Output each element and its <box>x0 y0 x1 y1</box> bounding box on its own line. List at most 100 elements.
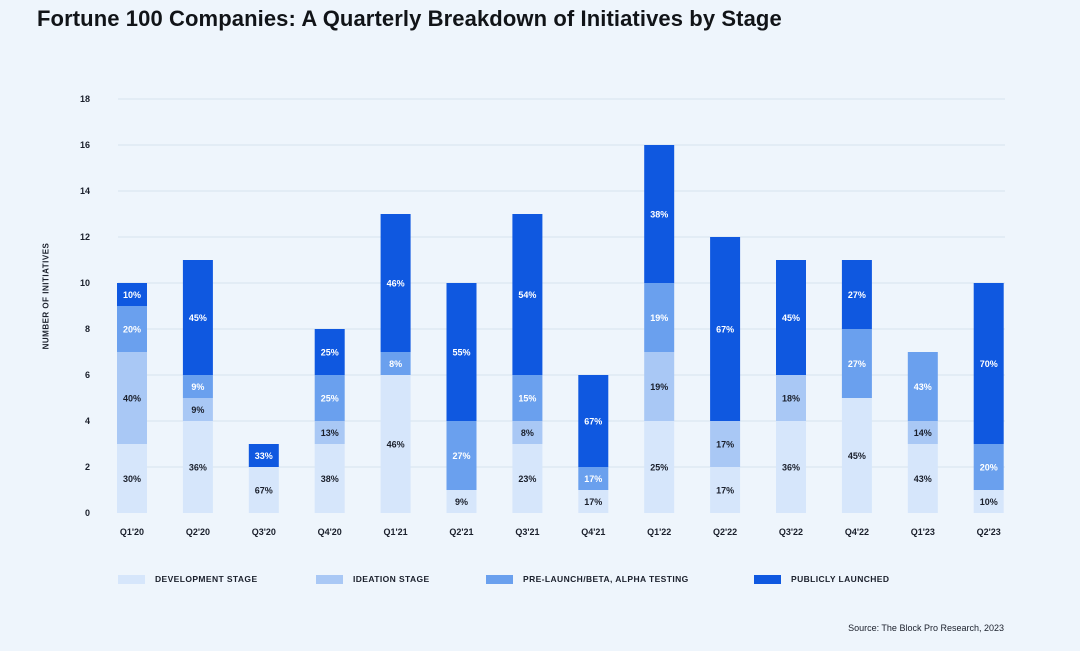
bar-segment <box>710 467 741 513</box>
bar-segment <box>973 444 1004 490</box>
bar-segment <box>578 490 609 513</box>
bar-segment <box>182 421 213 513</box>
y-tick-label: 12 <box>80 232 90 242</box>
stacked-bar-chart: 0 2 4 6 8 10 12 14 16 18 30% 40% 20% 10% Q1'20 36% 9% 9% 4… <box>80 94 1005 537</box>
data-label: 25% <box>321 348 339 358</box>
bar-segment <box>710 421 741 467</box>
data-label: 33% <box>255 451 273 461</box>
data-label: 20% <box>123 325 141 335</box>
data-label: 67% <box>255 486 273 496</box>
bar-segment <box>578 467 609 490</box>
x-tick-label: Q2'23 <box>977 527 1001 537</box>
data-label: 19% <box>650 313 668 323</box>
x-tick-label: Q2'20 <box>186 527 210 537</box>
bar-segment <box>117 444 147 513</box>
legend-swatch-development <box>118 574 145 584</box>
bar-segment <box>446 421 477 490</box>
data-label: 17% <box>584 474 602 484</box>
legend-swatch-launched <box>754 574 781 584</box>
bar-segment <box>841 398 872 513</box>
bar-segment <box>512 214 543 375</box>
data-label: 27% <box>452 451 470 461</box>
data-label: 17% <box>716 440 734 450</box>
y-tick-label: 2 <box>85 462 90 472</box>
bar-segment <box>314 421 345 444</box>
data-label: 15% <box>518 394 536 404</box>
bar-segment <box>907 352 938 421</box>
bar-segment <box>182 375 213 398</box>
data-label: 19% <box>650 382 668 392</box>
data-label: 54% <box>518 290 536 300</box>
bar-segment <box>776 421 806 513</box>
bar-segment <box>248 467 279 513</box>
y-tick-label: 10 <box>80 278 90 288</box>
chart-title: Fortune 100 Companies: A Quarterly Break… <box>37 6 782 31</box>
legend-label-ideation: IDEATION STAGE <box>353 574 430 584</box>
legend-label-prelaunch: PRE-LAUNCH/BETA, ALPHA TESTING <box>523 574 689 584</box>
data-label: 17% <box>584 497 602 507</box>
data-label: 36% <box>189 463 207 473</box>
bar-segment <box>973 490 1004 513</box>
data-label: 9% <box>455 497 468 507</box>
legend-item-prelaunch: PRE-LAUNCH/BETA, ALPHA TESTING <box>486 574 689 584</box>
bar-segment <box>841 260 872 329</box>
bar-segment <box>644 283 675 352</box>
legend-swatch-prelaunch <box>486 574 513 584</box>
data-label: 9% <box>191 405 204 415</box>
x-tick-label: Q3'20 <box>252 527 276 537</box>
bar-segment <box>644 145 675 283</box>
bar-segment <box>973 283 1004 444</box>
bar-segment <box>380 214 411 352</box>
data-label: 23% <box>518 474 536 484</box>
x-tick-label: Q1'21 <box>384 527 408 537</box>
data-label: 30% <box>123 474 141 484</box>
data-label: 67% <box>584 417 602 427</box>
data-label: 13% <box>321 428 339 438</box>
bar-segment <box>644 421 675 513</box>
bar-segment <box>776 260 806 375</box>
x-tick-label: Q3'21 <box>515 527 539 537</box>
data-label: 67% <box>716 325 734 335</box>
data-label: 27% <box>848 359 866 369</box>
bar-segment <box>710 237 741 421</box>
legend-item-development: DEVELOPMENT STAGE <box>118 574 258 584</box>
data-label: 43% <box>914 382 932 392</box>
legend: DEVELOPMENT STAGE IDEATION STAGE PRE-LAU… <box>0 574 1080 588</box>
bar-segment <box>446 490 477 513</box>
bar-segment <box>314 375 345 421</box>
bar-segment <box>117 306 147 352</box>
bar-segment <box>578 375 609 467</box>
data-label: 8% <box>389 359 402 369</box>
data-label: 17% <box>716 486 734 496</box>
bar-segment <box>907 421 938 444</box>
data-label: 45% <box>782 313 800 323</box>
bar-segment <box>248 444 279 467</box>
x-tick-label: Q4'21 <box>581 527 605 537</box>
x-tick-label: Q1'20 <box>120 527 144 537</box>
data-label: 10% <box>980 497 998 507</box>
data-label: 40% <box>123 394 141 404</box>
bar-segment <box>380 352 411 375</box>
bar-segment <box>446 283 477 421</box>
data-label: 45% <box>848 451 866 461</box>
data-label: 70% <box>980 359 998 369</box>
bar-segment <box>907 444 938 513</box>
data-label: 43% <box>914 474 932 484</box>
x-tick-label: Q3'22 <box>779 527 803 537</box>
y-tick-label: 6 <box>85 370 90 380</box>
data-label: 10% <box>123 290 141 300</box>
x-tick-label: Q2'21 <box>449 527 473 537</box>
x-tick-label: Q4'22 <box>845 527 869 537</box>
data-label: 18% <box>782 394 800 404</box>
data-label: 55% <box>452 348 470 358</box>
data-label: 45% <box>189 313 207 323</box>
bar-segment <box>841 329 872 398</box>
data-label: 36% <box>782 463 800 473</box>
y-tick-label: 18 <box>80 94 90 104</box>
data-label: 20% <box>980 463 998 473</box>
data-label: 25% <box>321 394 339 404</box>
data-label: 46% <box>387 440 405 450</box>
data-label: 25% <box>650 463 668 473</box>
legend-item-ideation: IDEATION STAGE <box>316 574 430 584</box>
x-tick-label: Q1'23 <box>911 527 935 537</box>
